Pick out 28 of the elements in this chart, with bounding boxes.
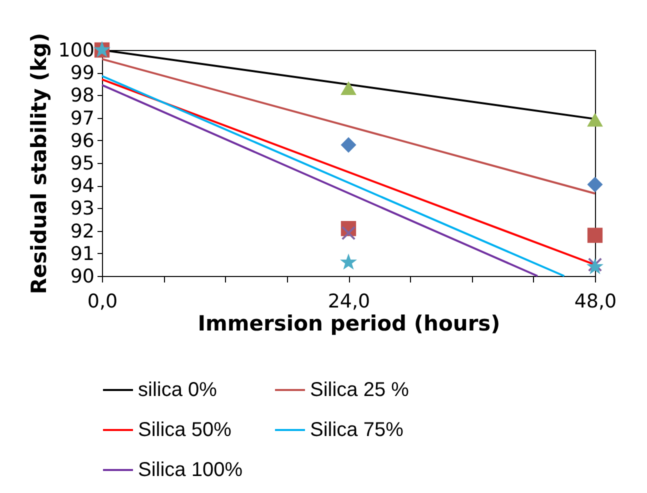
y-tick-label: 95	[70, 152, 94, 174]
legend-label: silica 0%	[138, 379, 218, 401]
y-tick-label: 96	[70, 130, 94, 152]
y-axis-title: Residual stability (kg)	[27, 32, 52, 294]
point	[587, 228, 603, 243]
point	[340, 137, 356, 152]
y-tick-label: 91	[70, 242, 94, 265]
y-tick-label: 94	[70, 175, 94, 198]
y-tick-label: 90	[70, 266, 94, 288]
x-tick-label: 0,0	[87, 290, 118, 312]
point	[340, 82, 356, 96]
legend-label: Silica 100%	[138, 459, 243, 481]
point	[587, 113, 603, 127]
point	[587, 176, 603, 192]
legend-label: Silica 75%	[310, 419, 404, 441]
x-tick-label: 24,0	[328, 290, 370, 312]
y-tick-label: 93	[70, 198, 94, 220]
legend-label: Silica 50%	[138, 419, 232, 441]
y-tick-label: 92	[70, 220, 94, 242]
x-tick-label: 48,0	[574, 290, 617, 312]
legend-label: Silica 25 %	[310, 379, 410, 401]
point	[340, 254, 356, 269]
point	[341, 226, 356, 240]
y-tick-label: 98	[70, 84, 94, 107]
y-tick-label: 97	[70, 107, 94, 130]
x-axis-title: Immersion period (hours)	[198, 312, 500, 336]
y-tick-label: 99	[70, 62, 94, 84]
y-tick-label: 100	[58, 40, 94, 62]
